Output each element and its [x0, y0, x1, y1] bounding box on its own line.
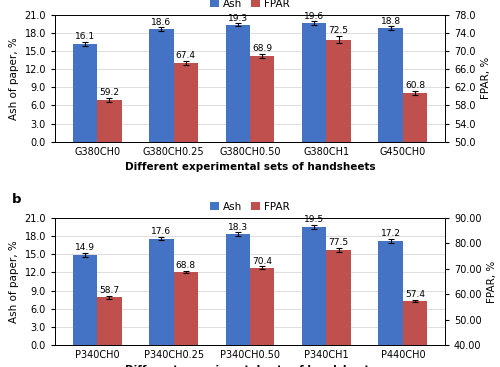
Text: 19.5: 19.5	[304, 215, 324, 225]
Text: 57.4: 57.4	[405, 290, 425, 299]
Bar	[226, 25, 250, 142]
Text: 14.9: 14.9	[75, 243, 95, 252]
Text: 70.4: 70.4	[252, 257, 272, 266]
Bar	[72, 44, 97, 142]
Bar	[97, 100, 122, 142]
Text: 18.6: 18.6	[152, 18, 172, 27]
Bar	[326, 250, 351, 345]
Bar	[378, 241, 403, 345]
Y-axis label: Ash of paper, %: Ash of paper, %	[9, 240, 19, 323]
Bar	[250, 56, 274, 142]
Text: b: b	[12, 193, 22, 206]
Y-axis label: FPAR, %: FPAR, %	[481, 57, 491, 99]
Bar	[302, 227, 326, 345]
X-axis label: Different experimental sets of handsheets: Different experimental sets of handsheet…	[124, 366, 376, 367]
Text: 19.3: 19.3	[228, 14, 248, 23]
Text: 17.2: 17.2	[380, 229, 400, 239]
Bar	[149, 29, 174, 142]
Text: 58.7: 58.7	[100, 287, 119, 295]
Bar	[403, 301, 427, 345]
Text: 19.6: 19.6	[304, 12, 324, 21]
Bar	[326, 40, 351, 142]
Legend: Ash, FPAR: Ash, FPAR	[206, 0, 294, 13]
Text: 67.4: 67.4	[176, 51, 196, 60]
Text: 68.8: 68.8	[176, 261, 196, 270]
Text: 68.9: 68.9	[252, 44, 272, 53]
Bar	[72, 255, 97, 345]
Bar	[403, 93, 427, 142]
Text: 18.3: 18.3	[228, 223, 248, 232]
Text: 77.5: 77.5	[328, 238, 348, 247]
Bar	[250, 268, 274, 345]
Legend: Ash, FPAR: Ash, FPAR	[206, 198, 294, 216]
Bar	[378, 28, 403, 142]
Bar	[149, 239, 174, 345]
Text: 18.8: 18.8	[380, 17, 400, 26]
Text: a: a	[12, 0, 21, 2]
Bar	[174, 63, 198, 142]
X-axis label: Different experimental sets of handsheets: Different experimental sets of handsheet…	[124, 162, 376, 172]
Text: 17.6: 17.6	[152, 227, 172, 236]
Bar	[302, 23, 326, 142]
Bar	[226, 234, 250, 345]
Bar	[174, 272, 198, 345]
Bar	[97, 298, 122, 345]
Text: 72.5: 72.5	[328, 26, 348, 35]
Text: 60.8: 60.8	[405, 81, 425, 90]
Text: 59.2: 59.2	[100, 88, 119, 97]
Y-axis label: FPAR, %: FPAR, %	[487, 260, 497, 302]
Text: 16.1: 16.1	[75, 32, 95, 41]
Y-axis label: Ash of paper, %: Ash of paper, %	[9, 37, 19, 120]
